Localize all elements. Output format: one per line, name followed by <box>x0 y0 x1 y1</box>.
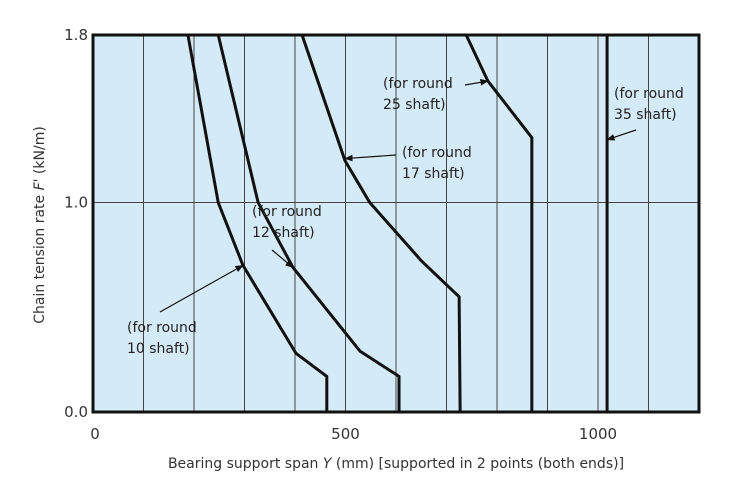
x-axis-label: Bearing support span Y (mm) [supported i… <box>168 456 624 472</box>
series-line-3 <box>464 34 534 412</box>
annotation-arrow <box>271 249 294 269</box>
y-tick-label: 0.0 <box>64 403 88 421</box>
series-annotation: 25 shaft) <box>383 97 446 113</box>
series-line-1 <box>216 34 401 412</box>
series-annotation: 12 shaft) <box>252 225 315 241</box>
series-annotation: (for round <box>383 76 453 92</box>
x-tick-label: 0 <box>90 425 100 443</box>
plot-frame <box>91 33 701 414</box>
series-annotation: 17 shaft) <box>402 166 465 182</box>
gridlines <box>93 35 699 412</box>
annotation-arrow <box>606 129 637 141</box>
annotations: (for round 10 shaft) (for round 12 shaft) (f… <box>127 76 684 357</box>
x-tick-label: 1000 <box>579 425 617 443</box>
series-annotation: (for round <box>402 145 472 161</box>
y-tick-label: 1.0 <box>64 194 88 212</box>
series-annotation: (for round <box>614 86 684 102</box>
series-line-0 <box>186 34 329 412</box>
annotation-arrow <box>159 264 244 313</box>
annotation-arrow <box>464 79 489 86</box>
series-lines <box>186 34 609 413</box>
y-axis-label: Chain tension rate F' (kN/m) <box>32 126 48 324</box>
tick-labels: 0 500 1000 0.0 1.0 1.8 <box>64 26 617 443</box>
series-annotation: 35 shaft) <box>614 107 677 123</box>
y-tick-label: 1.8 <box>64 26 88 44</box>
series-annotation: (for round <box>252 204 322 220</box>
series-annotation: (for round <box>127 320 197 336</box>
annotation-arrow <box>344 154 397 162</box>
x-tick-label: 500 <box>331 425 360 443</box>
series-annotation: 10 shaft) <box>127 341 190 357</box>
series-line-2 <box>300 34 462 413</box>
